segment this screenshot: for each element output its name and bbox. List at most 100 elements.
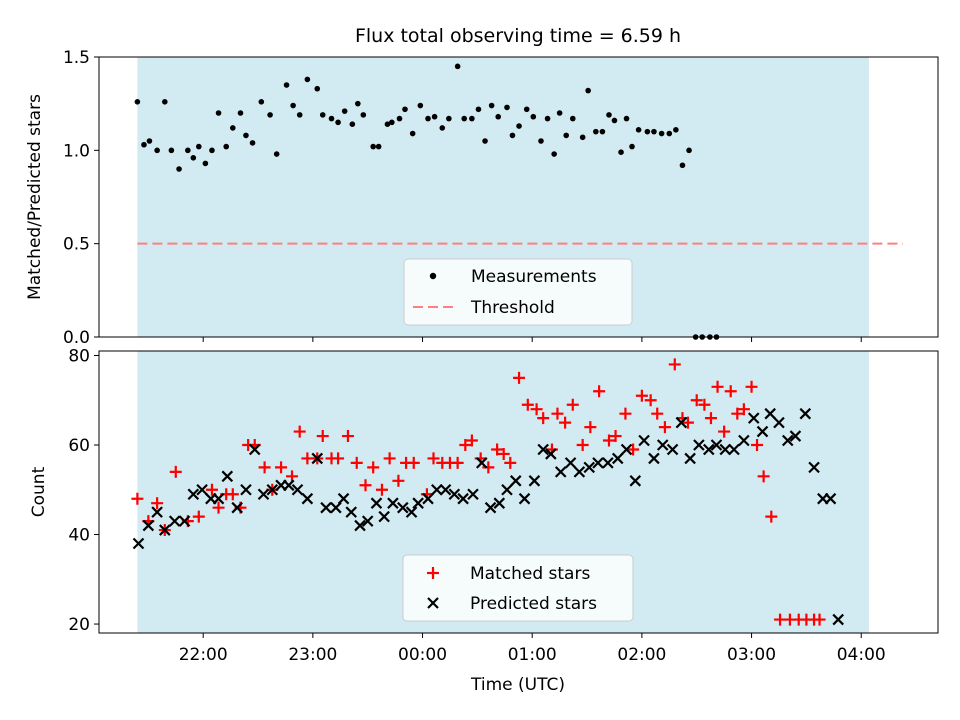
x-tick-label: 02:00	[617, 645, 666, 665]
matched-star-point	[757, 470, 770, 483]
matched-star-point	[711, 380, 724, 393]
legend-measurements-label: Measurements	[471, 267, 597, 287]
matched-star-point	[212, 501, 225, 514]
predicted-star-point	[354, 519, 366, 532]
matched-star-point	[530, 403, 543, 416]
predicted-star-point	[439, 483, 452, 496]
predicted-star-point	[159, 524, 171, 536]
predicted-star-point	[789, 430, 802, 442]
measurement-point	[314, 85, 321, 92]
measurement-point	[370, 143, 376, 150]
matched-star-point	[644, 394, 657, 407]
predicted-star-point	[337, 492, 350, 505]
matched-star-point	[258, 461, 271, 474]
predicted-star-point	[537, 443, 549, 456]
predicted-star-point	[345, 506, 358, 518]
measurement-point	[349, 121, 356, 127]
predicted-star-point	[178, 515, 191, 527]
measurement-point	[585, 87, 591, 94]
bottom-y-axis: 20 40 60 80	[68, 346, 99, 635]
predicted-star-point	[684, 452, 696, 465]
matched-star-point	[350, 456, 363, 469]
top-y-tick-label: 1.0	[63, 141, 90, 161]
matched-star-point	[765, 510, 778, 523]
x-tick-label: 23:00	[288, 645, 337, 665]
bottom-y-tick-label: 80	[68, 346, 90, 366]
matched-star-point	[745, 380, 758, 393]
measurement-point	[635, 127, 642, 133]
matched-star-point	[551, 407, 564, 420]
matched-star-point	[593, 385, 606, 398]
matched-star-point	[367, 461, 380, 474]
measurement-point	[686, 147, 692, 154]
predicted-star-point	[493, 497, 506, 509]
bottom-legend-box	[402, 554, 634, 622]
predicted-star-point	[397, 501, 409, 514]
predicted-star-point	[518, 492, 531, 505]
measurement-point	[431, 113, 438, 120]
predicted-star-point	[728, 443, 740, 456]
matched-star-point	[375, 483, 388, 496]
matched-star-point	[192, 510, 205, 523]
predicted-star-point	[431, 483, 443, 496]
x-tick-label: 00:00	[398, 645, 447, 665]
measurement-point	[611, 117, 618, 124]
predicted-star-point	[781, 434, 794, 447]
legend-predicted-marker	[427, 597, 439, 609]
predicted-star-point	[773, 416, 785, 429]
measurement-point	[141, 141, 147, 148]
matched-star-point	[718, 425, 731, 438]
predicted-star-point	[501, 483, 513, 496]
measurement-point	[509, 132, 516, 139]
measurement-point	[658, 130, 665, 137]
bottom-y-axis-label: Count	[29, 466, 49, 517]
matched-star-point	[427, 452, 440, 465]
measurement-point	[319, 112, 326, 118]
matched-star-point	[275, 461, 288, 474]
matched-star-point	[169, 465, 182, 478]
predicted-star-point	[412, 497, 424, 509]
predicted-star-point	[231, 501, 243, 514]
predicted-star-point	[764, 407, 776, 420]
measurement-point	[154, 147, 160, 154]
predicted-star-point	[266, 483, 279, 496]
bottom-legend: Matched stars Predicted stars	[402, 554, 634, 622]
predicted-star-point	[832, 613, 844, 626]
predicted-star-point	[554, 466, 567, 478]
top-y-axis-label: Matched/Predicted stars	[25, 94, 45, 300]
predicted-star-point	[799, 407, 812, 420]
matched-star-point	[635, 389, 648, 402]
matched-star-point	[690, 394, 703, 407]
matched-star-point	[497, 447, 510, 460]
matched-star-point	[504, 456, 517, 469]
predicted-star-point	[545, 448, 557, 460]
matched-star-point	[316, 430, 329, 443]
legend-measurements-marker	[429, 272, 437, 280]
matched-star-point	[576, 439, 589, 451]
top-y-tick-label: 1.5	[63, 48, 90, 68]
matched-star-point	[731, 407, 744, 420]
predicted-star-point	[212, 492, 225, 505]
bottom-y-tick-label: 40	[68, 526, 90, 546]
predicted-star-point	[602, 457, 614, 469]
measurement-point	[355, 100, 361, 107]
matched-star-point	[341, 430, 354, 443]
measurement-point	[341, 108, 348, 114]
measurement-point	[409, 130, 416, 137]
predicted-star-point	[573, 466, 586, 478]
matched-star-point	[465, 434, 478, 447]
measurement-point	[185, 147, 191, 154]
matched-star-point	[407, 456, 420, 469]
predicted-star-point	[291, 483, 304, 496]
predicted-star-point	[611, 452, 624, 465]
measurement-point	[563, 132, 570, 139]
measurement-point	[679, 162, 686, 169]
matched-star-point	[698, 398, 711, 411]
measurement-point	[530, 113, 537, 120]
measurement-point	[223, 143, 230, 150]
measurement-point	[273, 151, 280, 157]
matched-star-point	[559, 416, 572, 429]
measurement-point	[606, 112, 612, 118]
top-y-tick-label: 0.0	[63, 328, 90, 348]
predicted-star-point	[675, 416, 688, 429]
